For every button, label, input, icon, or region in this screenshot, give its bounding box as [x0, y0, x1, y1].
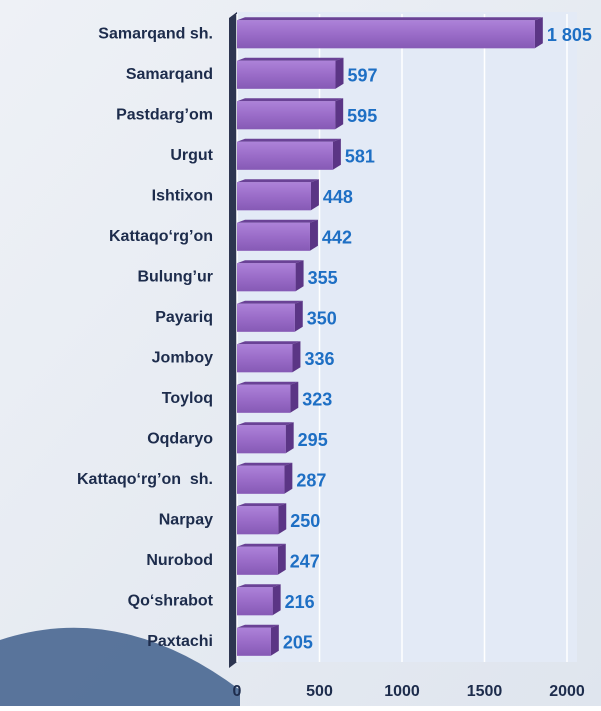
bar-top [237, 543, 286, 547]
value-label: 250 [290, 511, 320, 531]
category-label: Oqdaryo [147, 430, 213, 447]
x-tick-label: 500 [306, 683, 333, 700]
bar-side [285, 422, 294, 454]
category-label: Kattaqo‘rg’on [109, 228, 213, 245]
value-label: 448 [323, 187, 353, 207]
category-label: Urgut [170, 147, 213, 164]
value-label: 336 [304, 349, 334, 369]
bar-top [237, 138, 341, 142]
x-tick-label: 2000 [549, 683, 585, 700]
bar-top [237, 98, 344, 102]
category-label: Payariq [155, 309, 213, 326]
value-label: 350 [307, 309, 337, 329]
value-label: 581 [345, 147, 375, 167]
bar-top [237, 57, 344, 61]
bar-shade [237, 587, 273, 616]
bar-shade [237, 546, 278, 575]
bar-top [237, 17, 543, 21]
bar-side [277, 543, 286, 575]
category-label: Samarqand sh. [98, 25, 213, 42]
value-label: 323 [302, 390, 332, 410]
bar-side [278, 503, 287, 535]
category-label: Bulung’ur [137, 268, 213, 285]
bar-shade [237, 506, 279, 535]
value-label: 287 [296, 471, 326, 491]
bar-top [237, 624, 279, 628]
bar-top [237, 503, 287, 507]
bar-shade [237, 20, 535, 49]
bar-top [237, 179, 319, 183]
bar-top [237, 219, 318, 223]
bar-shade [237, 101, 336, 130]
bar-shade [237, 627, 271, 656]
bar-shade [237, 141, 333, 170]
value-label: 295 [298, 430, 328, 450]
bar-shade [237, 182, 311, 211]
bar-side [290, 381, 299, 413]
value-label: 1 805 [547, 25, 592, 45]
bar-side [284, 462, 293, 494]
x-tick-label: 1500 [467, 683, 503, 700]
bar-top [237, 341, 301, 345]
category-label: Samarqand [126, 66, 213, 83]
value-label: 355 [308, 268, 338, 288]
bar-shade [237, 344, 293, 373]
bar-top [237, 260, 304, 264]
value-label: 247 [290, 552, 320, 572]
x-tick-label: 1000 [384, 683, 420, 700]
bar-top [237, 462, 293, 466]
bar-top [237, 381, 299, 385]
bar-side [335, 57, 344, 89]
bar-side [272, 584, 281, 616]
bar-shade [237, 465, 285, 494]
value-label: 216 [285, 592, 315, 612]
category-label: Jomboy [152, 349, 213, 366]
value-label: 205 [283, 633, 313, 653]
bar-side [294, 300, 303, 332]
bar-side [309, 219, 318, 251]
category-label: Pastdarg’om [116, 106, 213, 123]
bar-side [335, 98, 344, 130]
category-label: Kattaqo‘rg’on sh. [77, 471, 213, 488]
bar-side [295, 260, 304, 292]
axis-wall [229, 12, 237, 668]
bar-side [332, 138, 341, 170]
bar-shade [237, 303, 295, 332]
value-label: 595 [347, 106, 377, 126]
x-tick-label: 0 [233, 683, 242, 700]
bar-top [237, 584, 281, 588]
bar-shade [237, 222, 310, 251]
category-label: Narpay [159, 511, 213, 528]
bar-top [237, 300, 303, 304]
bar-side [310, 179, 319, 211]
category-label: Toyloq [162, 390, 213, 407]
category-label: Ishtixon [152, 187, 213, 204]
category-label: Qo‘shrabot [128, 592, 214, 609]
bar-shade [237, 425, 286, 454]
bar-shade [237, 384, 291, 413]
bar-shade [237, 60, 336, 89]
bar-top [237, 422, 294, 426]
category-label: Paxtachi [147, 633, 213, 650]
decoration [0, 627, 240, 706]
value-label: 442 [322, 228, 352, 248]
bar-side [534, 17, 543, 49]
value-label: 597 [348, 66, 378, 86]
category-label: Nurobod [146, 552, 213, 569]
bar-side [270, 624, 279, 656]
bar-shade [237, 263, 296, 292]
bar-side [292, 341, 301, 373]
